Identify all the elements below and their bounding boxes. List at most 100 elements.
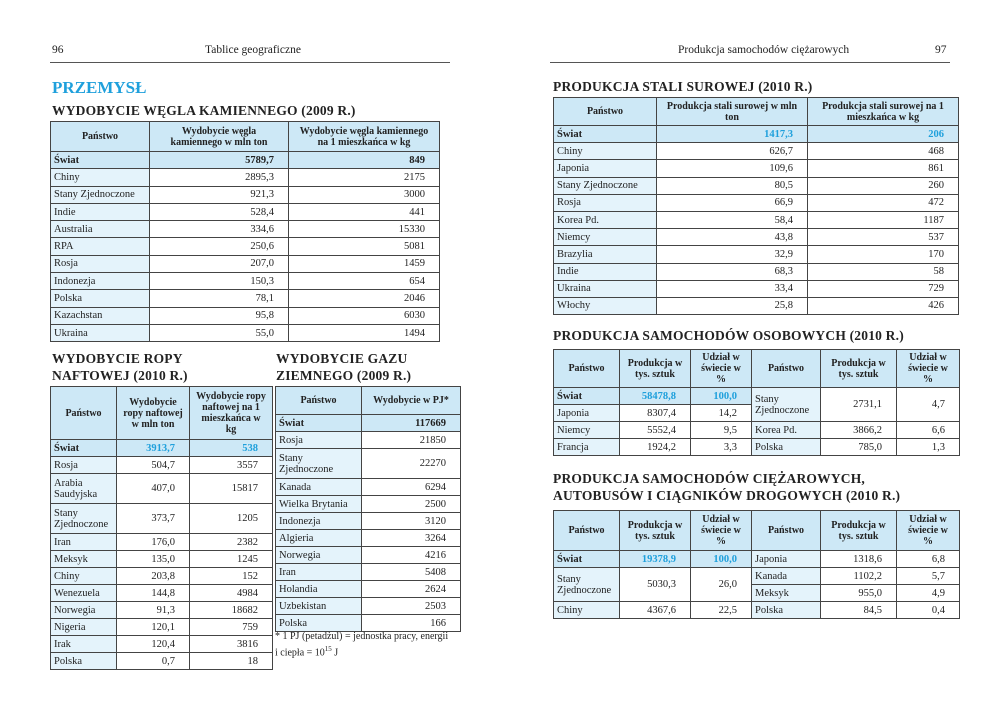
country-cell: Stany Zjednoczone <box>751 387 821 422</box>
value-cell: 2731,1 <box>820 387 897 422</box>
country-cell: Świat <box>275 414 362 432</box>
value-cell: 25,8 <box>656 296 808 316</box>
data-row: Kazachstan 95,8 6030 <box>50 306 440 325</box>
country-cell: Chiny <box>553 142 657 161</box>
value-cell: 759 <box>189 618 273 636</box>
footnote-text: * 1 PJ (petadżul) = jednostka pracy, ene… <box>275 631 449 659</box>
column-header: Państwo <box>50 121 150 152</box>
value-cell: 18682 <box>189 601 273 619</box>
value-cell: 1,3 <box>896 438 960 456</box>
data-row: Kanada 6294 <box>275 478 461 496</box>
data-row: Rosja 66,9 472 <box>553 193 959 212</box>
value-cell: 120,1 <box>116 618 190 636</box>
data-row: Korea Pd. 58,4 1187 <box>553 210 959 230</box>
value-cell: 150,3 <box>149 272 289 291</box>
country-cell: Świat <box>553 387 620 405</box>
data-table: Państwo Produkcja stali surowej w mln ton… <box>553 97 959 316</box>
table-title: WYDOBYCIE WĘGLA KAMIENNEGO (2009 R.) <box>52 103 356 118</box>
country-cell: Chiny <box>553 601 620 619</box>
country-cell: RPA <box>50 237 150 256</box>
table-title: WYDOBYCIE GAZU ZIEMNEGO (2009 R.) <box>276 351 412 383</box>
country-cell: Świat <box>553 550 620 568</box>
data-table: Państwo Wydobycie węgla kamiennego w mln … <box>50 121 440 343</box>
table-title: WYDOBYCIE ROPY NAFTOWEJ (2010 R.) <box>52 351 188 383</box>
column-header: Wydobycie ropy naftowej na 1 mieszkańca … <box>189 386 273 440</box>
data-row: Brazylia 32,9 170 <box>553 245 959 264</box>
data-table: Państwo Wydobycie w PJ* Świat 117669 Rosja 21… <box>275 386 461 632</box>
country-cell: Wielka Brytania <box>275 495 362 513</box>
header-row: Państwo Produkcja w tys. sztuk Udział w św… <box>553 510 960 551</box>
country-cell: Polska <box>751 438 821 456</box>
data-row: Polska 78,1 2046 <box>50 289 440 308</box>
data-row: Stany Zjednoczone 373,7 1205 <box>50 503 273 534</box>
data-row: Japonia 8307,4 14,2 <box>553 404 960 422</box>
value-cell: 5789,7 <box>149 150 289 170</box>
value-cell: 3120 <box>361 512 461 530</box>
data-table: Państwo Produkcja w tys. sztuk Udział w św… <box>553 349 960 456</box>
value-cell: 729 <box>807 279 959 298</box>
value-cell: 654 <box>288 272 440 291</box>
value-cell: 4,9 <box>896 584 960 602</box>
data-row: Stany Zjednoczone 921,3 3000 <box>50 185 440 204</box>
value-cell: 5,7 <box>896 567 960 585</box>
data-row: Chiny 2895,3 2175 <box>50 168 440 187</box>
data-row: Chiny 626,7 468 <box>553 142 959 161</box>
country-cell: Nigeria <box>50 618 117 636</box>
value-cell: 528,4 <box>149 202 289 222</box>
country-cell: Rosja <box>275 431 362 449</box>
column-header: Produkcja w tys. sztuk <box>820 349 897 388</box>
value-cell: 2895,3 <box>149 168 289 187</box>
value-cell: 43,8 <box>656 228 808 247</box>
country-cell: Stany Zjednoczone <box>50 185 150 204</box>
country-cell: Kanada <box>751 567 821 585</box>
value-cell: 15817 <box>189 473 273 504</box>
data-row: Świat 5789,7 849 <box>50 150 440 170</box>
value-cell: 1459 <box>288 254 440 274</box>
data-row: Świat 1417,3 206 <box>553 124 959 144</box>
country-cell: Indonezja <box>275 512 362 530</box>
value-cell: 0,7 <box>116 652 190 670</box>
value-cell: 2624 <box>361 580 461 598</box>
country-cell: Polska <box>50 289 150 308</box>
column-header: Państwo <box>751 510 821 551</box>
country-cell: Arabia Saudyjska <box>50 473 117 504</box>
column-header: Produkcja w tys. sztuk <box>619 349 691 388</box>
data-row: Nigeria 120,1 759 <box>50 618 273 636</box>
data-row: Ukraina 33,4 729 <box>553 279 959 298</box>
data-row: Włochy 25,8 426 <box>553 296 959 316</box>
value-cell: 170 <box>807 245 959 264</box>
value-cell: 78,1 <box>149 289 289 308</box>
value-cell: 3866,2 <box>820 421 897 439</box>
value-cell: 21850 <box>361 431 461 449</box>
value-cell: 22,5 <box>690 601 752 619</box>
value-cell: 68,3 <box>656 262 808 281</box>
value-cell: 849 <box>288 150 440 170</box>
value-cell: 373,7 <box>116 503 190 534</box>
country-cell: Stany Zjednoczone <box>553 176 657 195</box>
country-cell: Świat <box>50 439 117 457</box>
country-cell: Francja <box>553 438 620 456</box>
table-title: PRODUKCJA SAMOCHODÓW CIĘŻAROWYCH, AUTOBU… <box>553 471 901 503</box>
value-cell: 176,0 <box>116 533 190 551</box>
value-cell: 260 <box>807 176 959 195</box>
data-row: Norwegia 91,3 18682 <box>50 601 273 619</box>
country-cell: Uzbekistan <box>275 597 362 615</box>
data-row: Świat 19378,9 100,0 Japonia 1318,6 6,8 <box>553 550 960 568</box>
value-cell: 120,4 <box>116 635 190 653</box>
country-cell: Japonia <box>553 404 620 422</box>
data-row: Holandia 2624 <box>275 580 461 598</box>
column-header: Udział w świecie w % <box>690 510 752 551</box>
value-cell: 66,9 <box>656 193 808 212</box>
column-header: Państwo <box>751 349 821 388</box>
value-cell: 4984 <box>189 584 273 602</box>
country-cell: Włochy <box>553 296 657 316</box>
data-row: Indonezja 3120 <box>275 512 461 530</box>
data-row: Chiny 203,8 152 <box>50 567 273 585</box>
column-header: Wydobycie ropy naftowej w mln ton <box>116 386 190 440</box>
value-cell: 58478,8 <box>619 387 691 405</box>
value-cell: 91,3 <box>116 601 190 619</box>
country-cell: Australia <box>50 220 150 239</box>
data-row: Francja 1924,2 3,3 Polska 785,0 1,3 <box>553 438 960 456</box>
country-cell: Indie <box>553 262 657 281</box>
